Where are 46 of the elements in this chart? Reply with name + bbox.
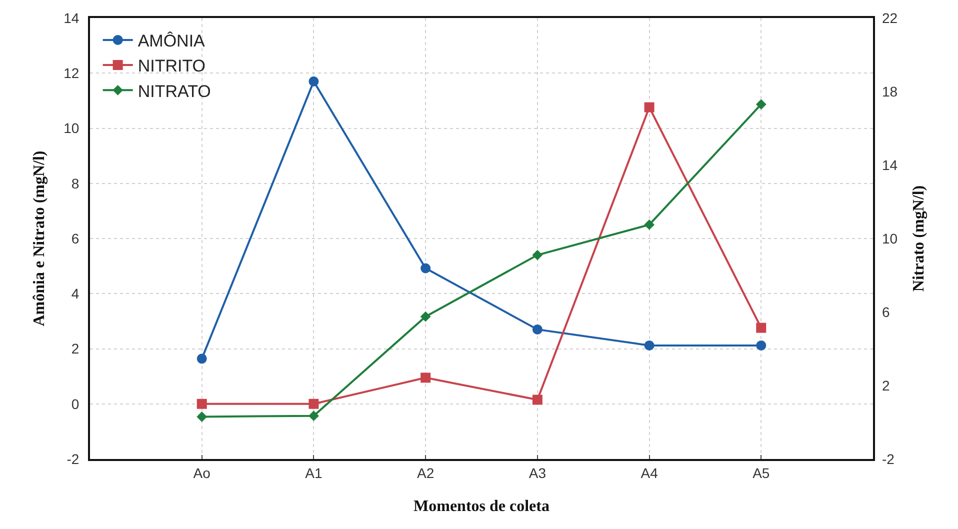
point bbox=[196, 412, 208, 422]
point bbox=[420, 372, 431, 383]
y2-tick-label: 14 bbox=[882, 156, 898, 173]
point bbox=[196, 354, 207, 364]
x-tick-label: A1 bbox=[305, 464, 322, 481]
point bbox=[756, 340, 766, 350]
y2-tick-label: -2 bbox=[882, 450, 895, 467]
x-tick-label: A3 bbox=[528, 464, 546, 481]
y2-tick-label: 18 bbox=[882, 83, 898, 100]
point bbox=[756, 322, 766, 333]
y2-tick-label: 6 bbox=[882, 304, 890, 320]
point bbox=[644, 102, 654, 112]
point bbox=[532, 250, 543, 260]
point bbox=[420, 311, 431, 322]
y-axis-title: Amônia e Nitrato (mgN/l) bbox=[31, 150, 48, 326]
y-tick-label: 10 bbox=[64, 120, 80, 136]
point bbox=[420, 263, 431, 274]
point bbox=[196, 398, 207, 409]
point bbox=[644, 340, 654, 350]
point bbox=[756, 99, 766, 110]
y2-tick-label: 2 bbox=[882, 377, 890, 394]
legend-label: NITRATO bbox=[138, 82, 211, 101]
y2-tick-label: 22 bbox=[882, 10, 898, 26]
y2-axis-title: Nitrato (mgN/l) bbox=[910, 185, 928, 292]
y-tick-label: 2 bbox=[71, 340, 80, 357]
y-tick-label: 0 bbox=[71, 396, 80, 412]
x-tick-label: A2 bbox=[417, 464, 434, 481]
y-tick-label: 14 bbox=[64, 10, 80, 26]
point bbox=[532, 324, 542, 334]
point bbox=[532, 394, 542, 405]
y2-tick-label: 10 bbox=[882, 230, 898, 246]
x-tick-label: Ao bbox=[193, 464, 211, 481]
legend-label: AMÔNIA bbox=[138, 32, 206, 51]
y-tick-label: 6 bbox=[71, 230, 80, 246]
y-tick-label: 4 bbox=[71, 286, 80, 302]
y-tick-label: -2 bbox=[66, 450, 80, 467]
point bbox=[308, 410, 319, 422]
y-tick-label: 8 bbox=[71, 175, 80, 192]
point bbox=[308, 76, 319, 86]
legend-label: NITRITO bbox=[138, 56, 206, 76]
point bbox=[644, 220, 654, 230]
x-tick-label: A5 bbox=[752, 464, 770, 481]
x-tick-label: A4 bbox=[640, 464, 658, 481]
y-tick-label: 12 bbox=[64, 65, 80, 82]
point bbox=[308, 398, 319, 409]
x-axis-title: Momentos de coleta bbox=[414, 498, 550, 515]
